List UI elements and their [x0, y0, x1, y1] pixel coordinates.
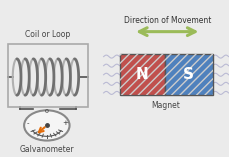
Text: Direction of Movement: Direction of Movement	[123, 16, 210, 25]
Bar	[164, 54, 212, 95]
Text: S: S	[183, 67, 194, 82]
Text: Magnet: Magnet	[151, 101, 180, 110]
Bar	[119, 54, 164, 95]
Text: Galvanometer: Galvanometer	[19, 145, 74, 154]
Text: -: -	[27, 120, 29, 126]
Text: 0: 0	[45, 109, 49, 114]
Bar	[119, 54, 212, 95]
Text: Coil or Loop: Coil or Loop	[25, 30, 70, 39]
Text: +: +	[62, 120, 68, 126]
Bar	[8, 44, 87, 107]
Text: N: N	[135, 67, 148, 82]
Circle shape	[24, 110, 69, 141]
